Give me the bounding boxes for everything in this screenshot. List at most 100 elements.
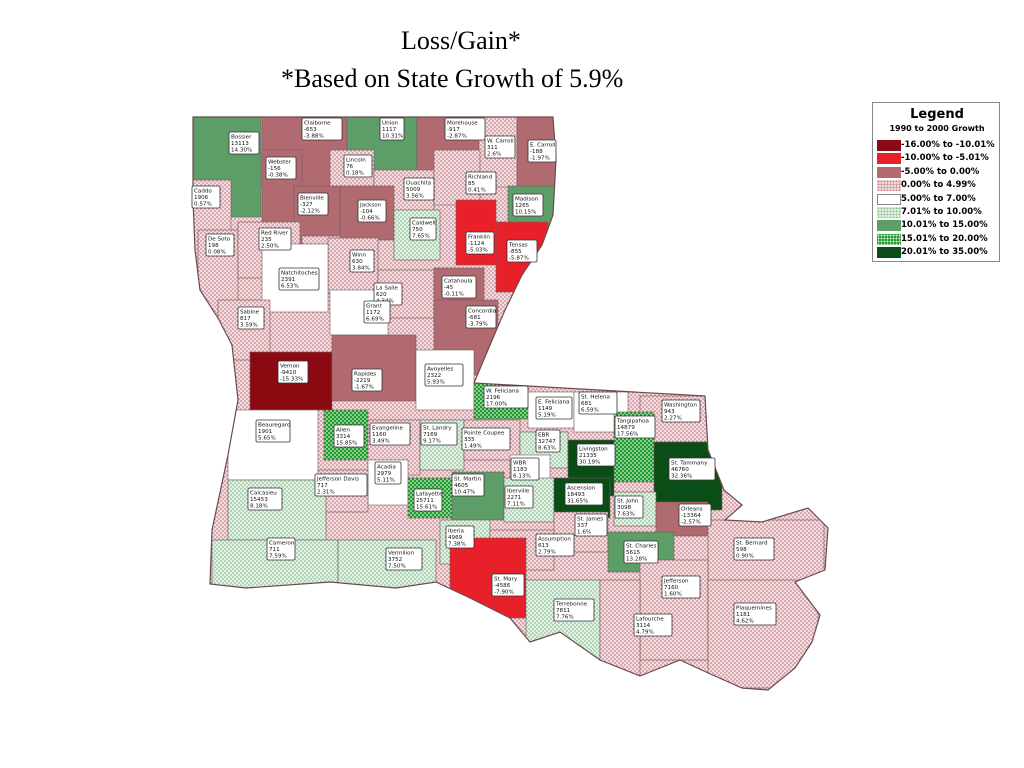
parish-percent: 14.30% [231, 148, 252, 154]
parish-label: St. Mary-4586-7.90% [491, 573, 525, 597]
parish-change: 750 [412, 227, 423, 233]
parish-change: 46760 [671, 467, 689, 473]
parish-name: Orleans [681, 507, 703, 513]
parish-change: 711 [269, 547, 280, 553]
parish-name: Plaquemines [736, 606, 772, 612]
parish-name: Ascension [567, 486, 596, 492]
parish-percent: 7.59% [269, 554, 287, 560]
legend-item: 0.00% to 4.99% [877, 179, 999, 192]
parish-change: 21335 [579, 453, 597, 459]
parish-percent: 1.49% [464, 444, 482, 450]
parish-name: Red River [261, 231, 289, 237]
title-line-2: *Based on State Growth of 5.9% [281, 64, 624, 93]
parish-name: Cameron [269, 541, 295, 547]
parish-change: 335 [464, 437, 475, 443]
parish-percent: -0.66% [360, 216, 380, 222]
legend-label: 7.01% to 10.00% [901, 207, 982, 217]
parish-name: Terrebonne [555, 602, 588, 608]
parish-change: -917 [447, 127, 460, 133]
parish-percent: 0.41% [468, 188, 486, 194]
legend-item: 20.01% to 35.00% [877, 246, 999, 259]
parish-percent: -1.97% [530, 156, 550, 162]
parish-percent: 1.6% [577, 530, 591, 536]
parish-change: -855 [509, 249, 522, 255]
parish-name: Jefferson Davis [316, 477, 359, 483]
parish-label: Concordia-681-3.79% [465, 305, 497, 329]
parish-name: Jackson [359, 203, 382, 209]
parish-percent: 15.61% [416, 505, 437, 511]
parish-percent: 10.31% [382, 134, 403, 140]
parish-label: Rapides-2219-1.67% [351, 368, 383, 392]
parish-change: 1265 [515, 203, 530, 209]
parish-label: E. Carroll-188-1.97% [527, 139, 557, 163]
parish-change: 32747 [538, 439, 556, 445]
parish-change: 85 [468, 181, 476, 187]
parish-change: 717 [317, 483, 328, 489]
parish-change: 1160 [372, 432, 387, 438]
parish-change: 7160 [664, 585, 679, 591]
parish-name: Lafayette [416, 492, 443, 498]
parish-percent: 6.69% [366, 317, 384, 323]
parish-percent: -3.88% [304, 134, 324, 140]
parish-change: -1124 [468, 241, 485, 247]
parish-percent: 2.31% [317, 490, 335, 496]
parish-percent: 2.50% [261, 244, 279, 250]
parish-region [599, 579, 641, 676]
parish-change: -156 [268, 166, 281, 172]
parish-label: Morehouse-917-2.87% [444, 117, 486, 141]
parish-percent: 13.28% [626, 557, 647, 563]
legend-item: -16.00% to -10.01% [877, 139, 999, 152]
parish-percent: -3.79% [468, 322, 488, 328]
parish-percent: 3.56% [406, 194, 424, 200]
parish-change: 3114 [636, 623, 651, 629]
legend-label: -5.00% to 0.00% [901, 166, 980, 177]
parish-name: La Salle [376, 286, 398, 292]
legend-item: -10.00% to -5.01% [877, 152, 999, 165]
parish-name: Vermilion [388, 551, 415, 557]
parish-name: WBR [513, 461, 526, 467]
parish-name: Franklin [468, 235, 490, 241]
parish-change: 2271 [507, 495, 522, 501]
parish-name: Pointe Coupee [464, 431, 505, 437]
parish-name: St. Helena [581, 395, 610, 401]
parish-name: Union [382, 121, 399, 127]
parish-name: Grant [366, 304, 383, 310]
parish-name: Catahoula [444, 279, 472, 285]
parish-change: 337 [577, 523, 588, 529]
parish-percent: 3.84% [352, 266, 370, 272]
parish-percent: -7.90% [494, 590, 514, 596]
title-line-1: Loss/Gain* [401, 26, 521, 55]
parish-name: Claiborne [304, 121, 331, 127]
parish-name: De Soto [208, 237, 231, 243]
parish-change: 2391 [281, 277, 296, 283]
parish-percent: 7.65% [412, 234, 430, 240]
parish-label: Jackson-104-0.66% [357, 199, 387, 223]
parish-percent: 6.13% [513, 474, 531, 480]
parish-change: 630 [352, 259, 363, 265]
parish-label: Webster-156-0.38% [265, 156, 297, 180]
parish-percent: 0.57% [194, 202, 212, 208]
parish-change: -45 [444, 285, 454, 291]
legend-swatch [877, 153, 901, 165]
parish-name: Acadia [377, 465, 396, 471]
parish-name: Caldwell [412, 221, 436, 227]
parish-percent: -1.67% [354, 385, 374, 391]
parish-change: 76 [346, 164, 354, 170]
